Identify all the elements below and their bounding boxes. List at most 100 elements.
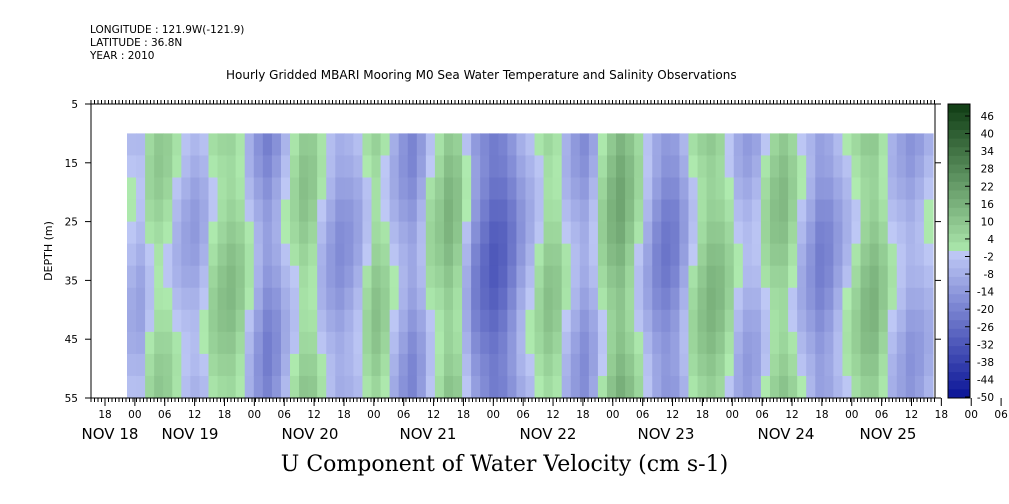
heatmap-cell — [507, 353, 518, 377]
x-hour-tick-label: 00 — [726, 409, 739, 421]
heatmap-cell — [145, 265, 155, 289]
heatmap-cell — [606, 221, 617, 245]
heatmap-cell — [190, 353, 201, 377]
heatmap-cell — [887, 375, 898, 399]
heatmap-cell — [552, 309, 563, 333]
heatmap-cell — [127, 309, 137, 333]
heatmap-cell — [154, 353, 164, 377]
heatmap-cell — [226, 177, 237, 201]
heatmap-cell — [407, 375, 418, 399]
heatmap-cell — [344, 155, 355, 179]
heatmap-cell — [443, 133, 454, 157]
heatmap-cell — [588, 375, 599, 399]
heatmap-cell — [326, 243, 336, 267]
heatmap-cell — [308, 221, 318, 245]
heatmap-cell — [308, 353, 318, 377]
heatmap-cell — [127, 265, 137, 289]
heatmap-cell — [362, 265, 373, 289]
heatmap-cell — [217, 353, 228, 377]
heatmap-cell — [416, 353, 427, 377]
heatmap-cell — [199, 199, 210, 223]
heatmap-cell — [280, 199, 291, 223]
heatmap-cell — [851, 177, 862, 201]
heatmap-cell — [797, 155, 807, 179]
heatmap-cell — [335, 177, 345, 201]
heatmap-cell — [398, 331, 409, 355]
heatmap-cell — [914, 243, 925, 267]
heatmap-cell — [217, 265, 228, 289]
plot-frame — [90, 103, 936, 399]
heatmap-cell — [788, 221, 798, 245]
colorbar-label: -8 — [984, 269, 994, 281]
heatmap-cell — [860, 309, 871, 333]
colorbar-swatch — [948, 155, 970, 166]
heatmap-cell — [769, 199, 780, 223]
heatmap-cell — [308, 155, 318, 179]
heatmap-cell — [290, 265, 300, 289]
heatmap-cell — [407, 287, 418, 311]
heatmap-cell — [407, 309, 418, 333]
heatmap-cell — [842, 243, 853, 267]
heatmap-cell — [398, 177, 409, 201]
heatmap-cell — [253, 287, 264, 311]
heatmap-cell — [443, 353, 454, 377]
heatmap-cell — [172, 353, 182, 377]
heatmap-cell — [136, 265, 146, 289]
heatmap-cell — [154, 265, 164, 289]
heatmap-cell — [887, 155, 898, 179]
heatmap-cell — [208, 353, 219, 377]
heatmap-cell — [751, 155, 762, 179]
heatmap-cell — [416, 177, 427, 201]
heatmap-cell — [172, 155, 182, 179]
heatmap-cell — [389, 133, 400, 157]
heatmap-cell — [760, 375, 771, 399]
heatmap-cell — [616, 177, 626, 201]
heatmap-cell — [462, 177, 472, 201]
heatmap-cell — [878, 133, 889, 157]
heatmap-cell — [760, 177, 771, 201]
heatmap-cell — [570, 155, 581, 179]
heatmap-cell — [154, 375, 164, 399]
heatmap-cell — [326, 309, 336, 333]
heatmap-cell — [878, 177, 889, 201]
heatmap-cell — [290, 221, 300, 245]
heatmap-cell — [815, 177, 825, 201]
heatmap-cell — [543, 155, 554, 179]
x-hour-tick-label: 00 — [367, 409, 380, 421]
heatmap-cell — [172, 177, 182, 201]
heatmap-cell — [860, 221, 871, 245]
heatmap-cell — [425, 221, 436, 245]
heatmap-plot — [127, 133, 934, 399]
heatmap-cell — [190, 155, 201, 179]
heatmap-cell — [815, 243, 825, 267]
heatmap-cell — [480, 221, 490, 245]
heatmap-cell — [606, 375, 617, 399]
heatmap-cell — [534, 221, 545, 245]
heatmap-cell — [471, 221, 481, 245]
heatmap-cell — [760, 287, 771, 311]
heatmap-cell — [416, 287, 427, 311]
heatmap-cell — [208, 309, 219, 333]
heatmap-cell — [226, 199, 237, 223]
heatmap-cell — [896, 155, 907, 179]
heatmap-cell — [371, 265, 382, 289]
colorbar-swatch — [948, 138, 970, 148]
heatmap-cell — [498, 133, 508, 157]
heatmap-cell — [344, 199, 355, 223]
heatmap-cell — [362, 155, 373, 179]
x-hour-tick-label: 18 — [576, 409, 589, 421]
colorbar-label: 40 — [981, 129, 994, 141]
x-hour-tick-label: 06 — [755, 409, 769, 421]
heatmap-cell — [507, 221, 518, 245]
heatmap-cell — [163, 265, 173, 289]
heatmap-cell — [579, 199, 590, 223]
heatmap-cell — [860, 265, 871, 289]
heatmap-cell — [471, 243, 481, 267]
heatmap-cell — [317, 309, 327, 333]
heatmap-cell — [389, 309, 400, 333]
heatmap-cell — [561, 177, 572, 201]
heatmap-cell — [145, 331, 155, 355]
heatmap-cell — [380, 309, 391, 333]
heatmap-cell — [760, 353, 771, 377]
heatmap-cell — [344, 331, 355, 355]
